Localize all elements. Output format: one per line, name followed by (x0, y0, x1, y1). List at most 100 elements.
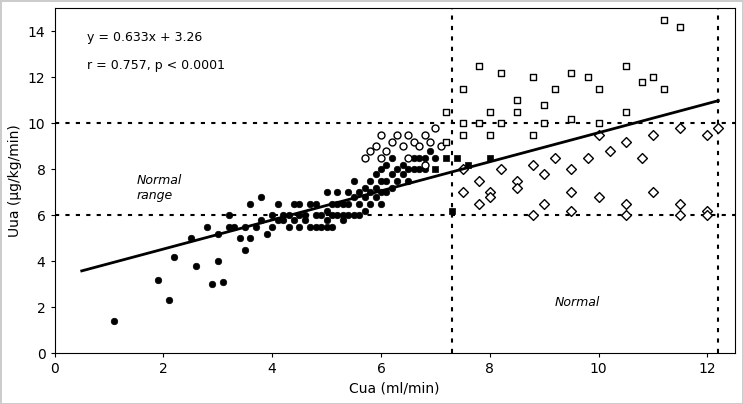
Point (620, 212, 632, 219)
Point (701, 207, 713, 214)
Point (212, 258, 224, 264)
Point (310, 200, 322, 207)
Point (190, 263, 202, 269)
Point (277, 212, 289, 219)
Point (441, 109, 452, 115)
Point (392, 166, 403, 173)
Point (413, 166, 425, 173)
Point (636, 154, 648, 161)
Point (272, 200, 284, 207)
Point (701, 132, 713, 138)
Point (484, 189, 496, 196)
Point (326, 200, 338, 207)
Point (441, 154, 452, 161)
Text: Normal
range: Normal range (136, 174, 181, 202)
Point (658, 17, 670, 23)
Point (484, 194, 496, 200)
Point (359, 184, 371, 191)
Point (402, 132, 414, 138)
Point (435, 143, 447, 149)
Point (282, 212, 294, 219)
Point (658, 86, 670, 92)
Point (250, 223, 262, 230)
Point (343, 212, 354, 219)
Point (321, 217, 333, 223)
Point (392, 132, 403, 138)
Point (473, 200, 485, 207)
Point (397, 170, 409, 177)
Point (380, 189, 392, 196)
Point (713, 124, 724, 131)
Point (620, 63, 632, 69)
Point (408, 154, 420, 161)
Point (457, 120, 469, 126)
Point (233, 235, 245, 242)
Point (331, 212, 343, 219)
Point (549, 86, 561, 92)
Point (348, 212, 360, 219)
Point (315, 223, 327, 230)
Point (593, 132, 605, 138)
Point (321, 223, 333, 230)
Point (511, 184, 523, 191)
Point (386, 154, 398, 161)
Point (353, 189, 365, 196)
Point (538, 102, 550, 108)
Point (375, 177, 387, 184)
Point (359, 194, 371, 200)
Point (364, 177, 376, 184)
Text: Normal: Normal (555, 296, 600, 309)
Point (207, 281, 218, 287)
Point (484, 109, 496, 115)
Point (451, 154, 463, 161)
Point (282, 223, 294, 230)
Point (528, 161, 539, 168)
Point (184, 235, 196, 242)
Point (337, 200, 349, 207)
Point (201, 223, 212, 230)
Point (647, 74, 659, 80)
Point (256, 194, 267, 200)
Point (305, 200, 317, 207)
Point (511, 97, 523, 103)
Point (457, 166, 469, 173)
Point (528, 212, 539, 219)
Point (228, 223, 240, 230)
Point (375, 132, 387, 138)
Point (528, 132, 539, 138)
Point (457, 189, 469, 196)
Point (565, 166, 577, 173)
Point (408, 166, 420, 173)
X-axis label: Cua (ml/min): Cua (ml/min) (349, 382, 440, 396)
Point (402, 154, 414, 161)
Point (424, 139, 436, 145)
Point (326, 212, 338, 219)
Point (473, 177, 485, 184)
Point (511, 109, 523, 115)
Point (593, 194, 605, 200)
Point (582, 154, 594, 161)
Point (408, 139, 420, 145)
Point (380, 177, 392, 184)
Point (326, 223, 338, 230)
Point (256, 217, 267, 223)
Point (484, 132, 496, 138)
Point (223, 223, 235, 230)
Point (392, 177, 403, 184)
Point (582, 74, 594, 80)
Point (413, 154, 425, 161)
Point (315, 212, 327, 219)
Point (429, 154, 441, 161)
Point (331, 200, 343, 207)
Point (305, 223, 317, 230)
Point (397, 161, 409, 168)
Point (457, 86, 469, 92)
Point (473, 120, 485, 126)
Point (343, 189, 354, 196)
Point (380, 161, 392, 168)
Point (380, 147, 392, 154)
Point (549, 154, 561, 161)
Point (675, 212, 687, 219)
Point (538, 120, 550, 126)
Point (288, 217, 300, 223)
